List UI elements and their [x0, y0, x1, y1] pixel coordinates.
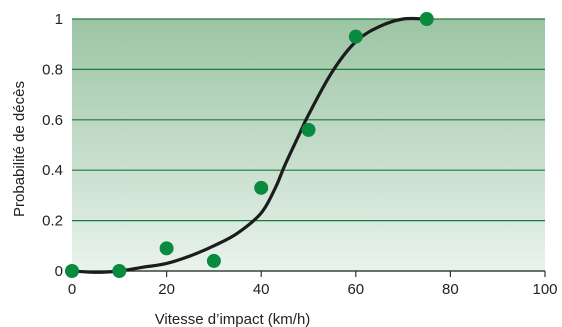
data-points	[65, 12, 434, 278]
x-axis: 0 20 40 60 80 100	[68, 270, 558, 298]
data-point	[65, 264, 79, 278]
y-tick-label: 0.6	[42, 112, 63, 129]
data-point	[112, 264, 127, 278]
data-point	[301, 122, 316, 137]
plot-background	[72, 19, 545, 271]
x-tick-label: 100	[532, 281, 557, 298]
x-tick-label: 80	[442, 281, 459, 298]
x-axis-title: Vitesse d’impact (km/h)	[155, 311, 311, 327]
y-axis-title: Probabilité de décès	[11, 81, 28, 217]
data-point	[419, 12, 434, 26]
y-tick-label: 0.2	[42, 213, 63, 230]
y-tick-label: 0.8	[42, 61, 63, 78]
x-tick-label: 0	[68, 281, 76, 298]
data-point	[348, 29, 363, 44]
y-tick-label: 1	[55, 11, 63, 28]
data-point	[254, 180, 269, 195]
y-axis: 0 0.2 0.4 0.6 0.8 1	[42, 11, 63, 280]
y-tick-label: 0.4	[42, 162, 63, 179]
y-tick-label: 0	[55, 263, 63, 280]
data-point	[159, 241, 174, 256]
data-point	[206, 253, 221, 268]
x-tick-label: 40	[253, 281, 270, 298]
x-tick-label: 20	[158, 281, 175, 298]
x-tick-label: 60	[347, 281, 364, 298]
